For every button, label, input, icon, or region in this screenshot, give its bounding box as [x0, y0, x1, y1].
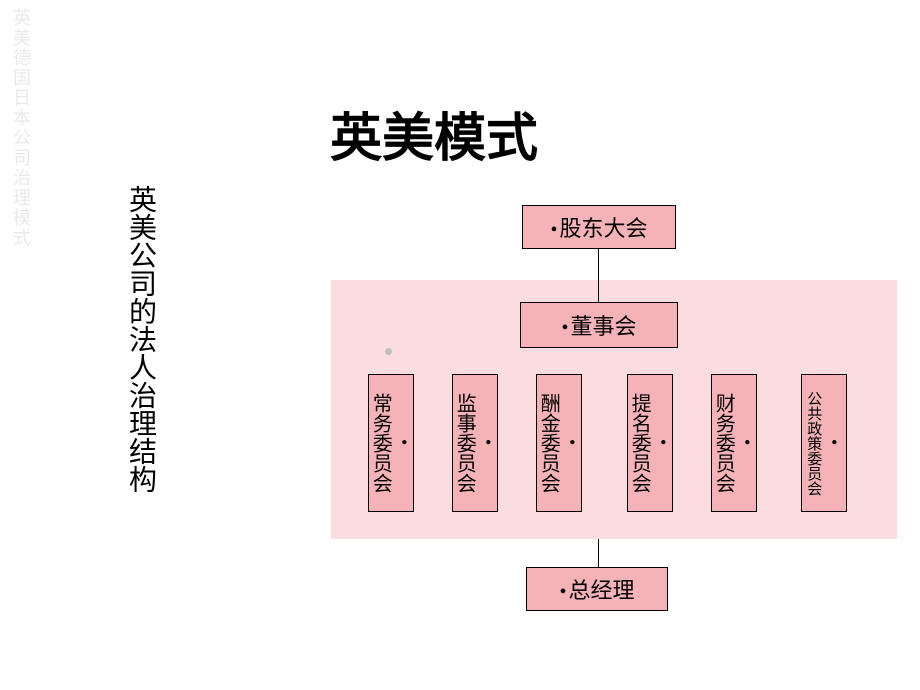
node-board: 董事会 [520, 302, 678, 348]
committee-label: 监事委员会 [452, 393, 498, 493]
node-general-manager: 总经理 [526, 567, 668, 611]
committee-label: 常务委员会 [368, 393, 414, 493]
committee-box: 提名委员会 [627, 374, 673, 512]
committee-label: 公共政策委员会 [804, 391, 844, 496]
decorative-dot [385, 348, 392, 355]
committee-box: 酬金委员会 [536, 374, 582, 512]
committee-label: 财务委员会 [711, 393, 757, 493]
ghost-header: 英美德国日本公司治理模式 [8, 8, 34, 248]
committee-label: 酬金委员会 [536, 393, 582, 493]
node-shareholders: 股东大会 [522, 205, 676, 249]
node-label: 股东大会 [550, 211, 647, 243]
connector-panel-to-gm [598, 539, 599, 567]
node-label: 总经理 [559, 573, 634, 605]
committee-box: 公共政策委员会 [801, 374, 847, 512]
committee-box: 财务委员会 [711, 374, 757, 512]
node-label: 董事会 [561, 309, 636, 341]
committee-box: 监事委员会 [452, 374, 498, 512]
connector-top-to-board [598, 249, 599, 302]
subtitle-vertical: 英美公司的法人治理结构 [120, 185, 160, 493]
committee-box: 常务委员会 [368, 374, 414, 512]
committee-label: 提名委员会 [627, 393, 673, 493]
main-title: 英美模式 [330, 96, 538, 171]
